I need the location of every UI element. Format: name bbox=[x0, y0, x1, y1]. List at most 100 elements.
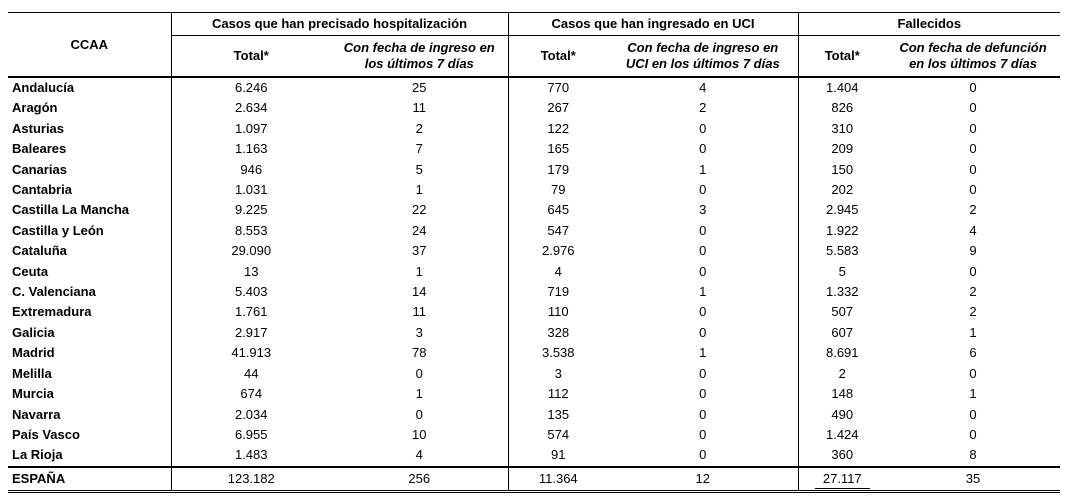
uci-7d-cell: 0 bbox=[699, 304, 707, 320]
fall-7d-header-line2: en los últimos 7 días bbox=[909, 56, 1037, 71]
ccaa-cell: Asturias bbox=[12, 120, 65, 136]
hosp-7d-cell: 24 bbox=[412, 222, 427, 238]
fall-7d-cell: 4 bbox=[969, 222, 977, 238]
table-row: Baleares 1.163 7 165 0 209 0 bbox=[8, 139, 1060, 160]
ccaa-cell: Cataluña bbox=[12, 243, 67, 259]
uci-total-cell: 328 bbox=[507, 322, 609, 344]
ccaa-cell: C. Valenciana bbox=[12, 284, 96, 300]
fall-7d-cell: 6 bbox=[969, 345, 977, 361]
fall-group-header: Fallecidos bbox=[797, 12, 1061, 36]
uci-7d-cell: 0 bbox=[699, 324, 707, 340]
table-row: Andalucía 6.246 25 770 4 1.404 0 bbox=[8, 77, 1060, 99]
hosp-7d-cell: 22 bbox=[412, 202, 427, 218]
table-row: Asturias 1.097 2 122 0 310 0 bbox=[8, 118, 1060, 140]
ccaa-cell: Melilla bbox=[12, 365, 52, 381]
fall-total-cell: 826 bbox=[797, 98, 887, 119]
fall-total-cell: 1.922 bbox=[797, 220, 887, 242]
ccaa-cell: ESPAÑA bbox=[8, 465, 171, 493]
uci-7d-header-line2: UCI en los últimos 7 días bbox=[625, 56, 780, 71]
ccaa-cell: Murcia bbox=[12, 386, 54, 402]
uci-7d-cell: 0 bbox=[699, 406, 707, 422]
ccaa-cell: Castilla La Mancha bbox=[12, 202, 130, 218]
fall-7d-cell: 1 bbox=[969, 324, 977, 340]
fall-7d-header-line1: Con fecha de defunción bbox=[899, 40, 1047, 55]
uci-total-cell: 645 bbox=[507, 200, 609, 221]
uci-7d-cell: 0 bbox=[699, 426, 707, 442]
hosp-7d-cell: 1 bbox=[415, 386, 423, 402]
fall-7d-cell: 0 bbox=[969, 100, 977, 116]
hosp-total-cell: 6.246 bbox=[170, 77, 331, 99]
fall-7d-cell: 0 bbox=[969, 80, 977, 95]
fall-7d-cell: 0 bbox=[969, 365, 977, 381]
hosp-total-cell: 946 bbox=[170, 159, 331, 181]
table-row: Ceuta 13 1 4 0 5 0 bbox=[8, 261, 1060, 283]
covid-hospital-table-container: CCAA Casos que han precisado hospitaliza… bbox=[8, 12, 1061, 493]
hosp-7d-cell: 256 bbox=[331, 465, 509, 493]
table-body: Andalucía 6.246 25 770 4 1.404 0 Aragón 2.634 11 2… bbox=[8, 77, 1061, 493]
total-row: ESPAÑA 123.182 256 11.364 12 27.117 35 bbox=[8, 465, 1061, 493]
ccaa-cell: Extremadura bbox=[12, 304, 92, 320]
uci-group-header: Casos que han ingresado en UCI bbox=[507, 12, 799, 36]
fall-total-cell: 360 bbox=[797, 445, 887, 467]
ccaa-cell: Navarra bbox=[12, 406, 61, 422]
ccaa-cell: Cantabria bbox=[12, 182, 72, 198]
hosp-7d-cell: 0 bbox=[415, 365, 423, 381]
fall-total-cell: 607 bbox=[797, 322, 887, 344]
uci-total-cell: 4 bbox=[507, 261, 609, 283]
hosp-7d-cell: 4 bbox=[415, 447, 423, 463]
ccaa-cell: Castilla y León bbox=[12, 222, 104, 238]
table-row: C. Valenciana 5.403 14 719 1 1.332 2 bbox=[8, 282, 1060, 303]
fall-7d-cell: 0 bbox=[969, 141, 977, 157]
hosp-total-cell: 44 bbox=[170, 363, 331, 385]
hosp-total-cell: 1.163 bbox=[170, 139, 331, 160]
uci-7d-cell: 12 bbox=[608, 465, 799, 493]
uci-total-cell: 165 bbox=[507, 139, 609, 160]
fall-7d-cell: 2 bbox=[969, 304, 977, 320]
hosp-group-header: Casos que han precisado hospitalización bbox=[170, 12, 509, 36]
uci-7d-cell: 0 bbox=[699, 365, 707, 381]
hosp-total-cell: 13 bbox=[170, 261, 331, 283]
uci-7d-cell: 3 bbox=[699, 202, 707, 218]
fall-total-cell: 310 bbox=[797, 118, 887, 140]
hosp-total-cell: 8.553 bbox=[170, 220, 331, 242]
hosp-7d-cell: 2 bbox=[415, 120, 423, 136]
table-row: La Rioja 1.483 4 91 0 360 8 bbox=[8, 445, 1060, 467]
uci-total-cell: 112 bbox=[507, 384, 609, 405]
ccaa-cell: País Vasco bbox=[12, 426, 80, 442]
fall-total-cell: 5 bbox=[797, 261, 887, 283]
ccaa-cell: Canarias bbox=[12, 161, 67, 177]
fall-total-value: 27.117 bbox=[814, 470, 870, 489]
hosp-7d-cell: 11 bbox=[412, 304, 427, 320]
hosp-7d-cell: 37 bbox=[412, 243, 427, 259]
fall-7d-cell: 0 bbox=[969, 406, 977, 422]
fall-7d-cell: 8 bbox=[969, 447, 977, 463]
table-header: CCAA Casos que han precisado hospitaliza… bbox=[8, 12, 1061, 78]
uci-total-cell: 79 bbox=[507, 180, 609, 201]
uci-total-cell: 91 bbox=[507, 445, 609, 467]
hosp-total-cell: 5.403 bbox=[170, 282, 331, 303]
table-row: Murcia 674 1 112 0 148 1 bbox=[8, 384, 1060, 405]
hosp-total-cell: 1.483 bbox=[170, 445, 331, 467]
uci-total-cell: 2.976 bbox=[507, 241, 609, 262]
hosp-7d-cell: 11 bbox=[412, 100, 427, 116]
uci-total-cell: 547 bbox=[507, 220, 609, 242]
ccaa-cell: Madrid bbox=[12, 345, 55, 361]
uci-total-cell: 770 bbox=[507, 77, 609, 99]
table-row: Aragón 2.634 11 267 2 826 0 bbox=[8, 98, 1060, 119]
table-row: Castilla y León 8.553 24 547 0 1.922 4 bbox=[8, 220, 1060, 242]
fall-total-cell: 27.117 bbox=[797, 465, 887, 493]
fall-total-header: Total* bbox=[797, 35, 887, 78]
table-row: Castilla La Mancha 9.225 22 645 3 2.945 2 bbox=[8, 200, 1060, 221]
fall-7d-cell: 0 bbox=[969, 182, 977, 198]
uci-total-cell: 135 bbox=[507, 404, 609, 425]
fall-7d-cell: 2 bbox=[969, 284, 977, 300]
hosp-7d-cell: 7 bbox=[415, 141, 423, 157]
uci-7d-cell: 1 bbox=[699, 345, 707, 361]
fall-total-cell: 202 bbox=[797, 180, 887, 201]
hosp-total-cell: 9.225 bbox=[170, 200, 331, 221]
fall-7d-cell: 0 bbox=[969, 161, 977, 177]
uci-7d-cell: 0 bbox=[699, 182, 707, 198]
hosp-total-cell: 2.917 bbox=[170, 322, 331, 344]
ccaa-cell: Andalucía bbox=[12, 80, 75, 95]
fall-total-cell: 209 bbox=[797, 139, 887, 160]
